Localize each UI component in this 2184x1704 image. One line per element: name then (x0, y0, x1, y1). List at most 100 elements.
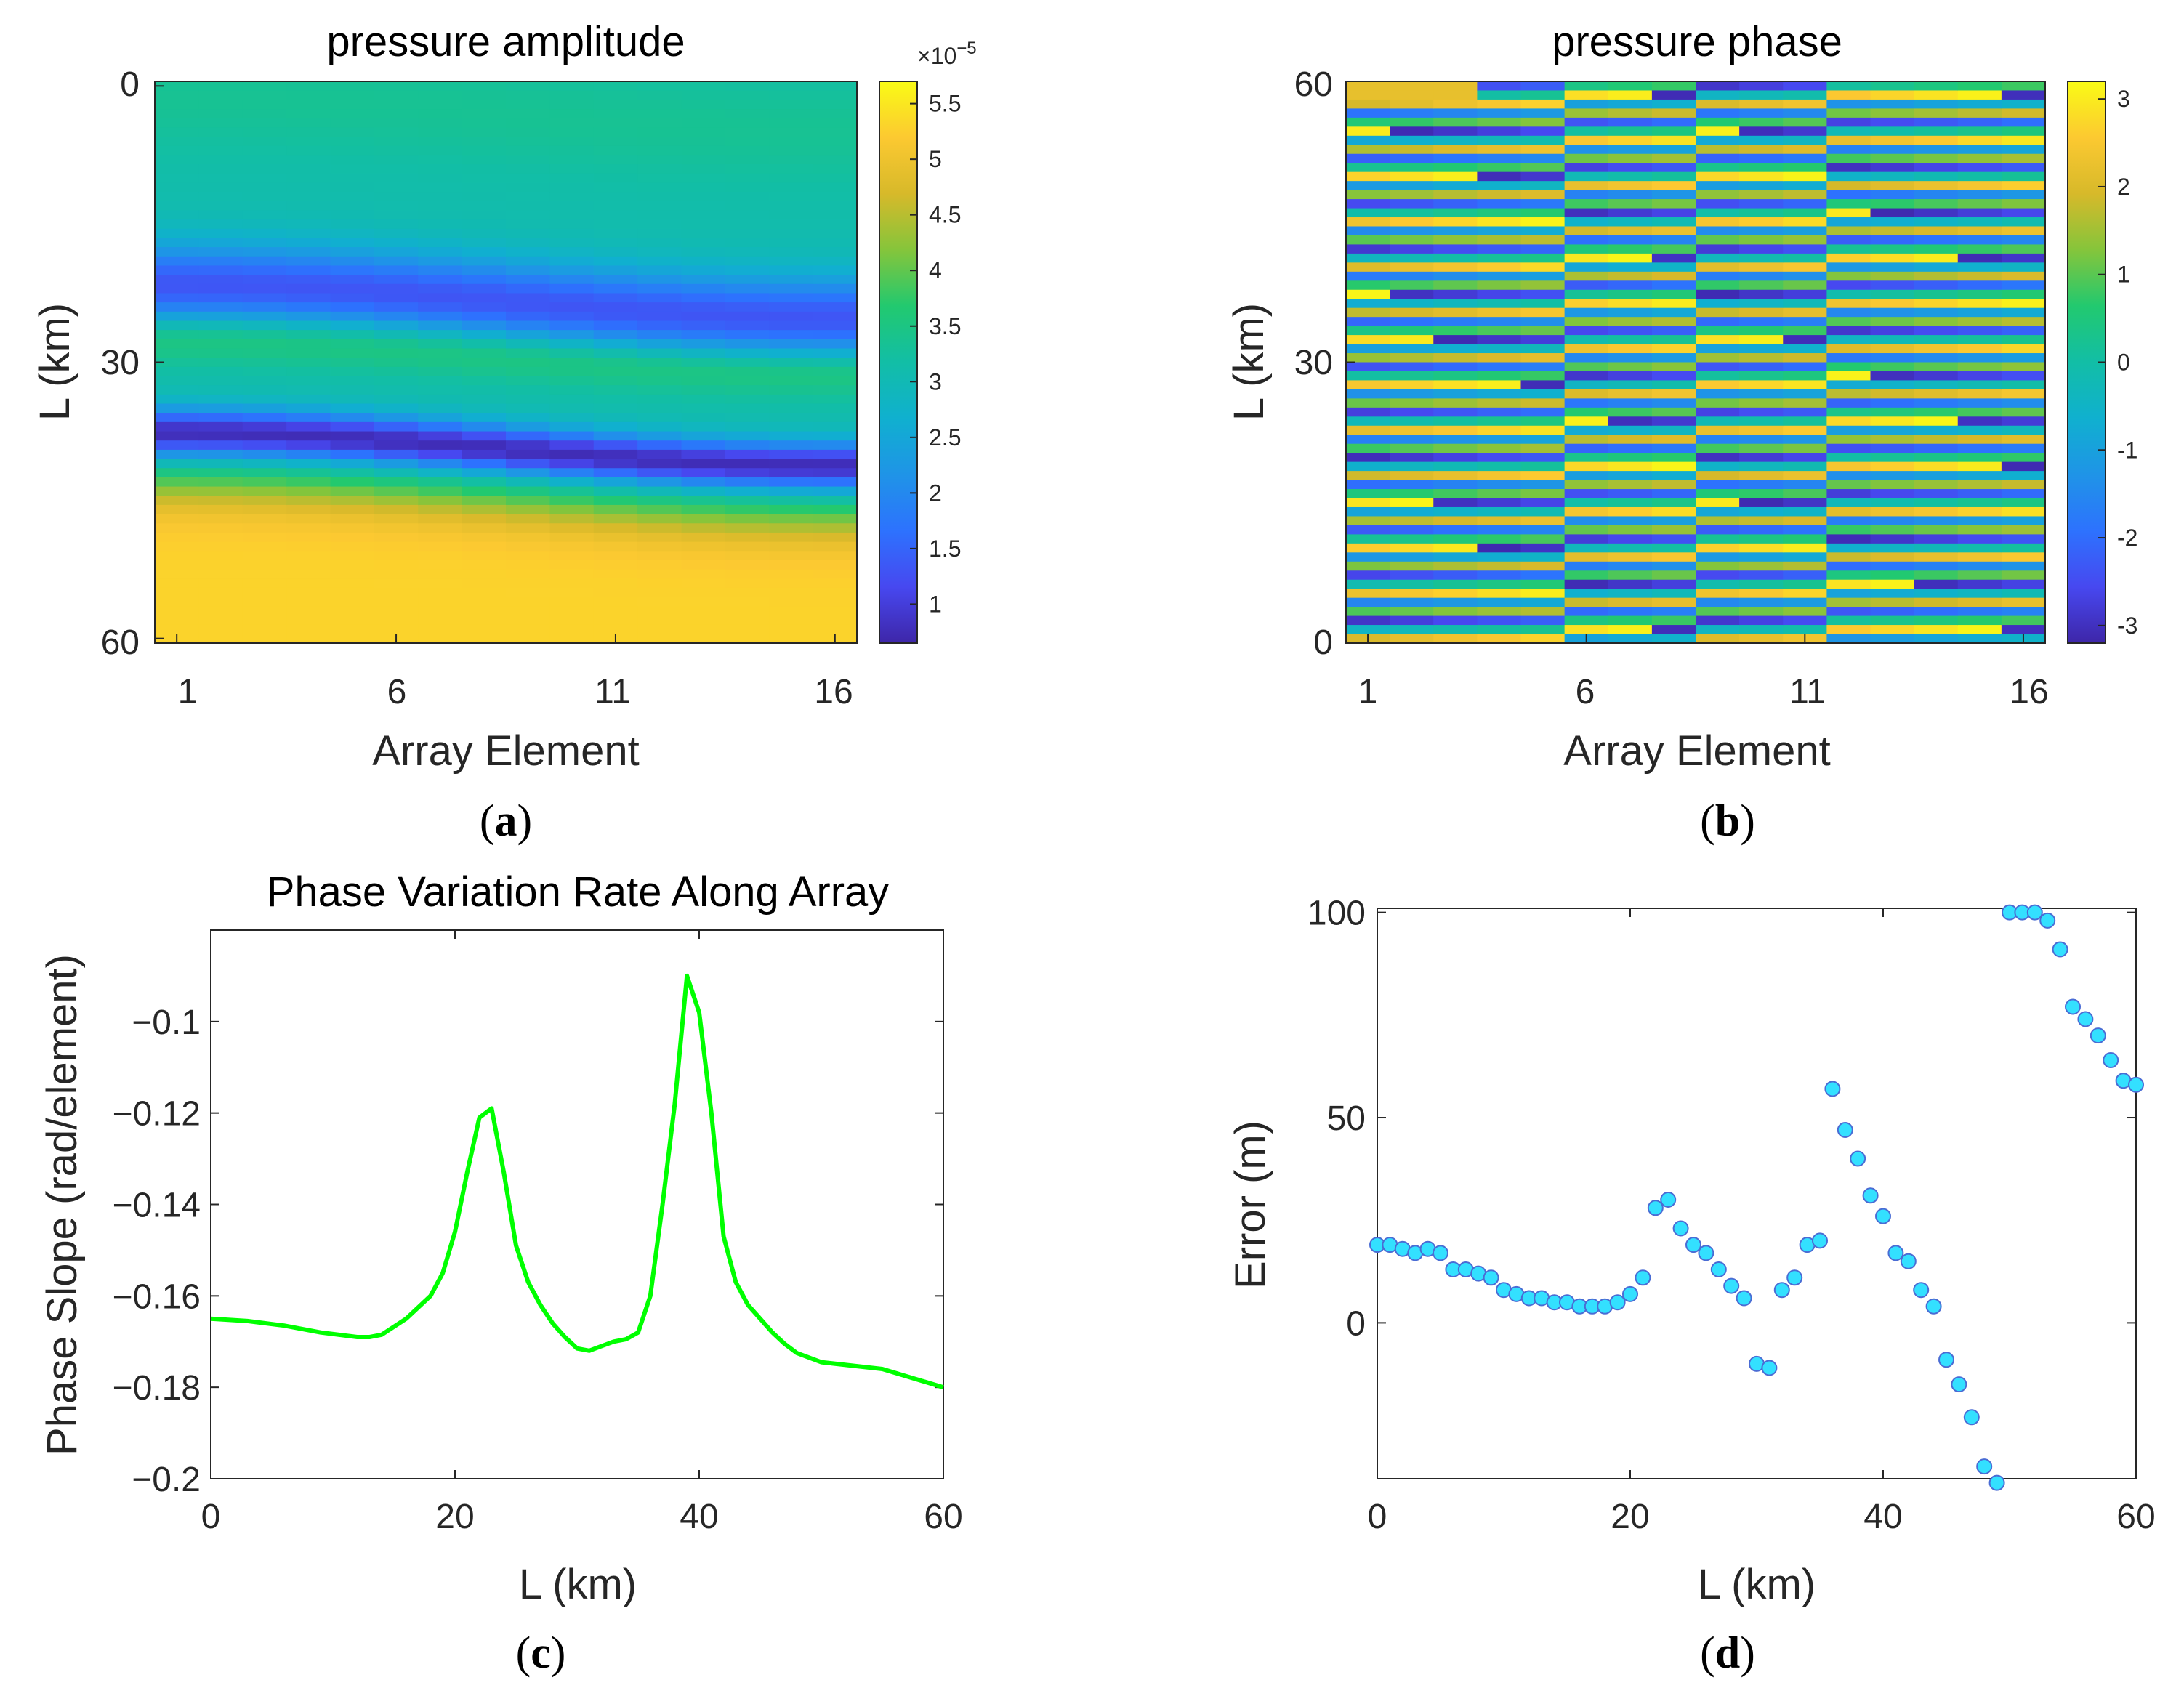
heatmap-cell (813, 155, 858, 165)
heatmap-cell (1520, 190, 1566, 200)
heatmap-cell (1564, 81, 1609, 92)
heatmap-cell (1608, 416, 1653, 427)
heatmap-cell (1696, 371, 1740, 381)
heatmap-cell (1783, 543, 1827, 553)
heatmap-cell (462, 560, 507, 570)
heatmap-cell (1520, 262, 1566, 272)
heatmap-cell (813, 587, 858, 598)
heatmap-cell (725, 81, 770, 92)
heatmap-cell (242, 560, 287, 570)
heatmap-cell (1957, 461, 2002, 472)
heatmap-cell (1346, 208, 1390, 218)
heatmap-cell (1783, 625, 1827, 635)
heatmap-cell (725, 477, 770, 488)
heatmap-cell (1564, 289, 1609, 299)
heatmap-cell (1870, 90, 1915, 100)
heatmap-cell (1739, 153, 1784, 163)
heatmap-cell (549, 358, 595, 368)
colorbar-tick-label: 4 (929, 257, 942, 283)
heatmap-cell (681, 275, 726, 285)
heatmap-cell (418, 477, 463, 488)
heatmap-cell (1346, 81, 1390, 92)
heatmap-cell (1870, 453, 1915, 463)
heatmap-cell (418, 551, 463, 561)
heatmap-cell (637, 275, 682, 285)
heatmap-cell (681, 376, 726, 386)
heatmap-cell (1957, 634, 2002, 644)
heatmap-cell (1696, 552, 1740, 562)
heatmap-cell (2001, 299, 2046, 309)
heatmap-cell (1433, 362, 1478, 372)
panel-a-axes-box (154, 81, 858, 644)
heatmap-cell (1390, 589, 1434, 599)
heatmap-cell (1870, 190, 1915, 200)
heatmap-cell (1433, 280, 1478, 291)
heatmap-cell (1390, 253, 1434, 263)
heatmap-cell (2001, 489, 2046, 499)
heatmap-cell (374, 81, 419, 92)
heatmap-cell (1870, 126, 1915, 137)
heatmap-cell (549, 624, 595, 634)
heatmap-cell (2001, 498, 2046, 508)
heatmap-cell (374, 100, 419, 110)
heatmap-cell (1346, 226, 1390, 236)
heatmap-cell (418, 201, 463, 211)
heatmap-cell (1390, 389, 1434, 399)
heatmap-cell (330, 597, 375, 607)
heatmap-cell (374, 311, 419, 322)
heatmap-cell (1783, 126, 1827, 137)
heatmap-cell (813, 81, 858, 92)
heatmap-cell (1914, 90, 1959, 100)
heatmap-cell (1608, 253, 1653, 263)
heatmap-cell (1870, 380, 1915, 390)
heatmap-cell (1870, 181, 1915, 191)
heatmap-cell (1651, 271, 1696, 281)
heatmap-cell (549, 137, 595, 147)
heatmap-cell (374, 504, 419, 515)
heatmap-cell (1783, 425, 1827, 435)
heatmap-cell (1651, 326, 1696, 336)
heatmap-cell (1651, 362, 1696, 372)
heatmap-cell (593, 210, 638, 220)
heatmap-cell (1696, 262, 1740, 272)
heatmap-cell (1957, 380, 2002, 390)
heatmap-cell (725, 330, 770, 340)
heatmap-cell (1957, 589, 2002, 599)
heatmap-cell (1696, 81, 1740, 92)
heatmap-cell (155, 569, 199, 579)
heatmap-cell (1520, 371, 1566, 381)
colorbar-tick-label: 0 (2117, 350, 2130, 376)
heatmap-cell (462, 137, 507, 147)
heatmap-cell (1477, 561, 1522, 571)
heatmap-cell (769, 164, 814, 174)
heatmap-cell (242, 90, 287, 100)
heatmap-cell (681, 385, 726, 395)
heatmap-cell (418, 421, 463, 432)
heatmap-cell (155, 504, 199, 515)
heatmap-cell (1651, 398, 1696, 408)
heatmap-cell (1390, 317, 1434, 327)
error-point (1773, 1282, 1790, 1299)
heatmap-cell (593, 192, 638, 202)
heatmap-cell (418, 90, 463, 100)
heatmap-cell (418, 192, 463, 202)
heatmap-cell (681, 81, 726, 92)
heatmap-cell (1477, 416, 1522, 427)
heatmap-cell (1783, 307, 1827, 318)
heatmap-cell (1651, 253, 1696, 263)
heatmap-cell (2001, 425, 2046, 435)
heatmap-cell (198, 597, 243, 607)
panel-a-xlabel: Array Element (372, 727, 639, 775)
heatmap-cell (330, 440, 375, 451)
heatmap-cell (1914, 190, 1959, 200)
heatmap-cell (1957, 108, 2002, 118)
heatmap-cell (155, 330, 199, 340)
heatmap-cell (593, 201, 638, 211)
heatmap-cell (2001, 326, 2046, 336)
heatmap-cell (1739, 326, 1784, 336)
heatmap-cell (1477, 163, 1522, 173)
heatmap-cell (198, 394, 243, 405)
heatmap-cell (1608, 498, 1653, 508)
heatmap-cell (813, 624, 858, 634)
heatmap-cell (1783, 280, 1827, 291)
